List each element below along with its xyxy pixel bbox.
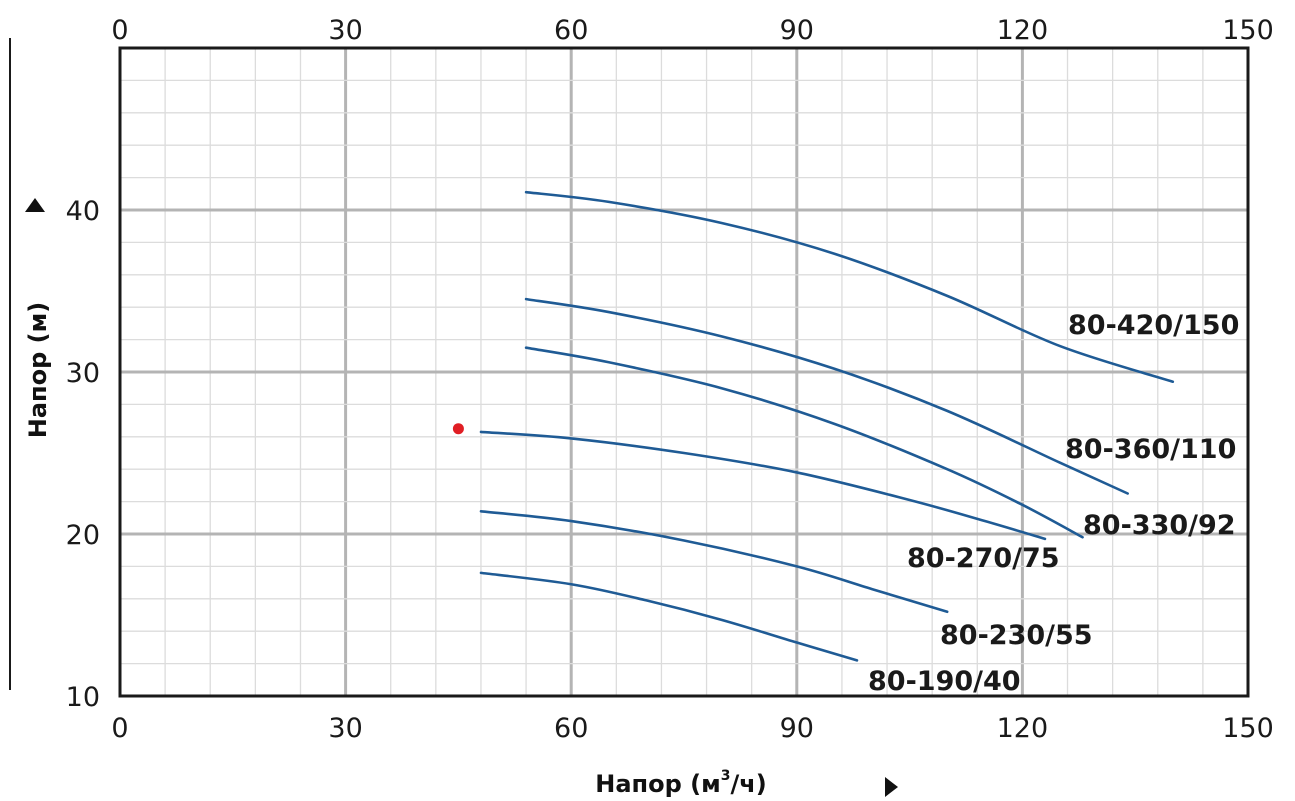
x-tick-label-bottom: 150 [1222,713,1274,744]
series-label: 80-230/55 [940,620,1093,651]
series-line [479,430,1047,541]
series-line [524,190,1175,384]
x-tick-label-bottom: 0 [111,713,128,744]
x-axis-arrow-icon [885,777,898,797]
y-tick-label: 30 [66,358,100,389]
x-tick-label-bottom: 120 [997,713,1049,744]
series-line [479,510,949,614]
y-tick-label: 20 [66,520,100,551]
y-tick-label: 10 [66,682,100,713]
plot-frame [118,46,1250,698]
series-labels: 80-420/150 80-360/110 80-330/92 80-270/75 80… [868,310,1239,697]
x-tick-label-top: 90 [780,15,814,46]
x-tick-label-top: 120 [997,15,1049,46]
series-label: 80-330/92 [1083,510,1236,541]
y-tick-label: 40 [66,196,100,227]
x-tick-label-top: 60 [554,15,588,46]
y-axis-arrow-icon [25,198,45,212]
x-tick-label-top: 30 [328,15,362,46]
series-label: 80-270/75 [907,543,1060,574]
series-line [524,346,1084,539]
data-points [452,423,464,435]
series-line [524,297,1129,495]
series-label: 80-420/150 [1068,310,1239,341]
series-label: 80-360/110 [1065,434,1236,465]
tick-labels: 0 0 30 30 60 60 90 90 120 120 150 150 10 20 30 40 [66,15,1274,744]
x-tick-label-top: 150 [1222,15,1274,46]
y-axis-title: Напор (м) [24,302,52,438]
x-tick-label-bottom: 60 [554,713,588,744]
data-point [452,423,464,435]
x-tick-label-bottom: 90 [780,713,814,744]
x-tick-label-bottom: 30 [328,713,362,744]
series-line [479,571,859,662]
series-label: 80-190/40 [868,666,1021,697]
x-axis-title: Напор (м3/ч) [595,768,766,798]
x-tick-label-top: 0 [111,15,128,46]
series-curves [479,190,1175,662]
grid [118,46,1250,698]
